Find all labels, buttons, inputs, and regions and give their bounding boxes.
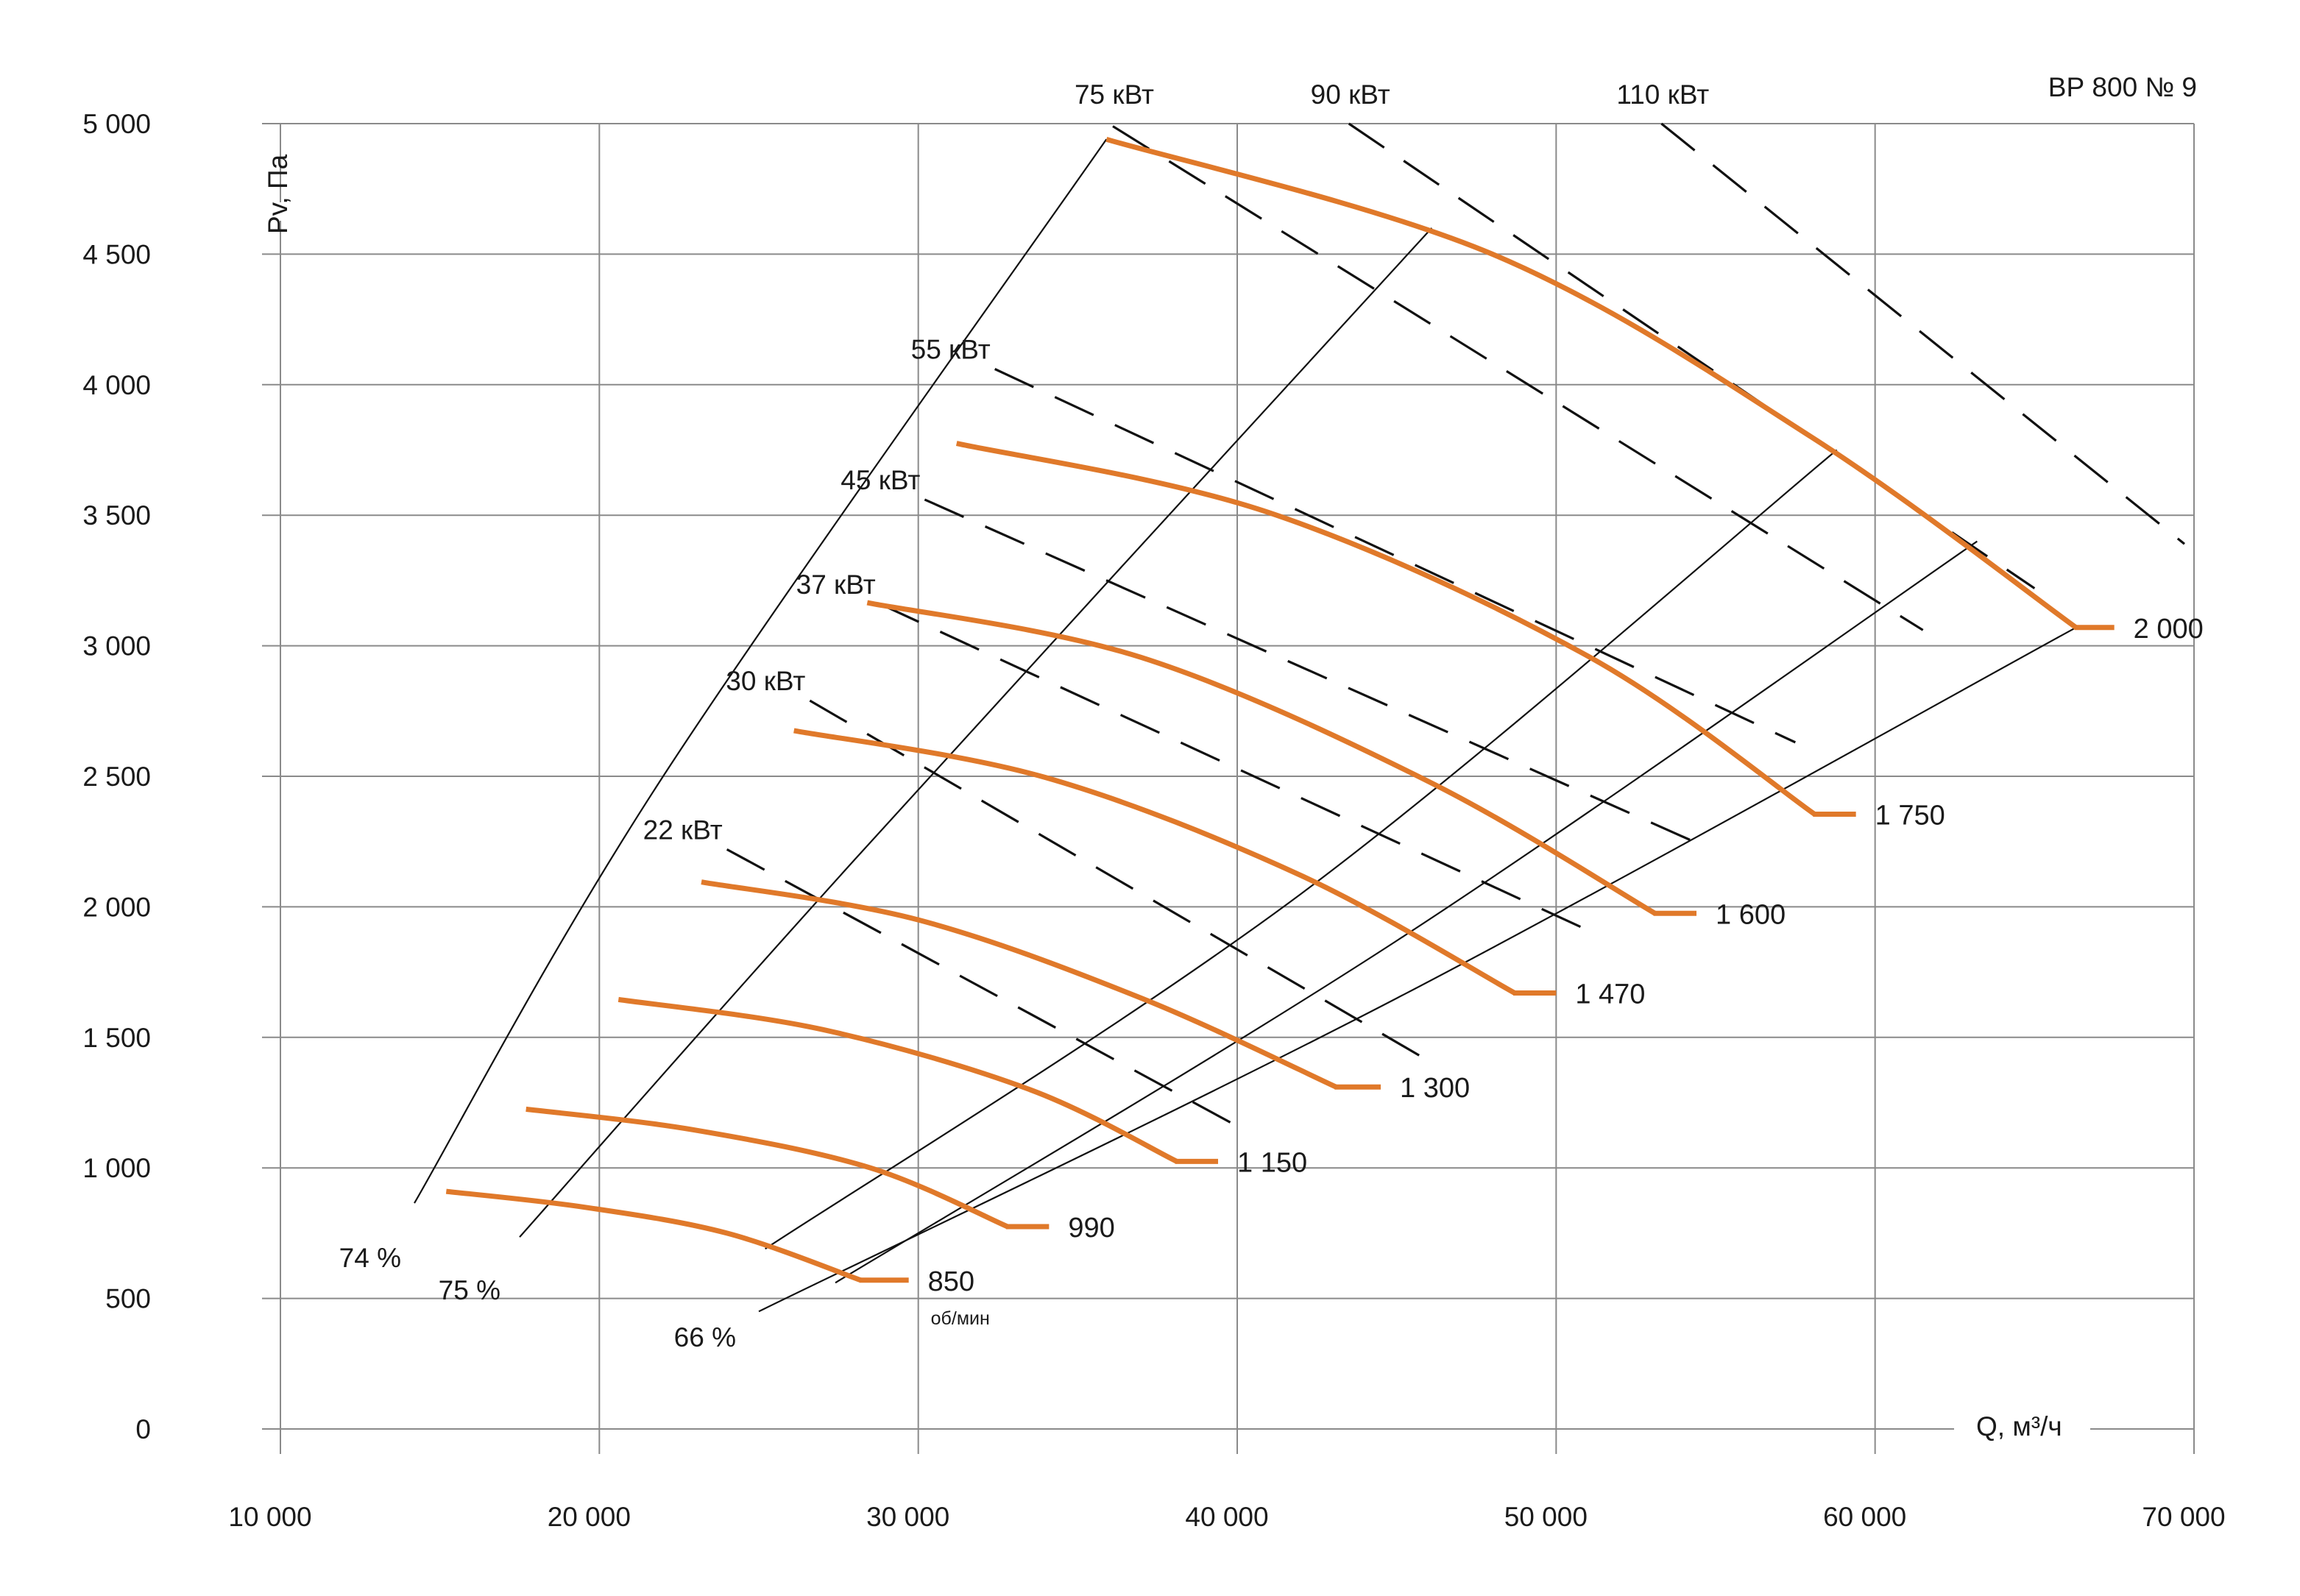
speed-label: 1 750 <box>1875 800 1945 831</box>
y-tick-label: 5 000 <box>82 109 151 139</box>
speed-curve <box>793 728 1516 996</box>
speed-label: 1 150 <box>1237 1147 1307 1178</box>
labels: 0 500 1 000 1 500 2 000 2 500 3 000 3 500 4 000 4… <box>82 79 2225 1532</box>
speed-curve <box>866 600 1657 916</box>
power-label: 90 кВт <box>1311 79 1390 110</box>
speed-label: 850 <box>928 1266 974 1297</box>
y-tick-label: 1 000 <box>82 1153 151 1183</box>
power-label: 55 кВт <box>911 335 991 365</box>
efficiency-line <box>519 227 1433 1238</box>
efficiency-label: 66 % <box>674 1322 736 1352</box>
speed-curve <box>526 1106 1009 1230</box>
speed-curve <box>618 996 1178 1164</box>
speed-label: 1 470 <box>1575 979 1645 1010</box>
speed-curve <box>1105 136 2078 630</box>
speed-label: 2 000 <box>2134 614 2204 645</box>
speed-unit-label: об/мин <box>931 1308 990 1329</box>
y-tick-label: 3 000 <box>82 631 151 662</box>
speed-label: 1 300 <box>1400 1073 1470 1104</box>
power-label: 75 кВт <box>1075 79 1154 110</box>
y-tick-label: 4 500 <box>82 239 151 269</box>
y-tick-label: 2 000 <box>82 892 151 922</box>
x-tick-label: 60 000 <box>1823 1502 1906 1532</box>
power-line <box>1660 122 2186 545</box>
speed-curve <box>445 1188 862 1283</box>
efficiency-line <box>765 449 1838 1250</box>
speed-label: 990 <box>1068 1213 1114 1244</box>
x-tick-label: 50 000 <box>1504 1502 1588 1532</box>
speed-curves <box>445 136 2115 1283</box>
speed-label: 1 600 <box>1716 899 1786 930</box>
efficiency-line <box>835 540 1978 1284</box>
power-line <box>809 699 1429 1063</box>
power-label: 45 кВт <box>841 465 920 495</box>
y-axis-label: Pv, Па <box>263 154 293 234</box>
y-tick-label: 0 <box>135 1414 151 1444</box>
efficiency-line <box>758 626 2077 1313</box>
power-line <box>879 603 1589 932</box>
x-tick-label: 20 000 <box>548 1502 631 1532</box>
speed-curve <box>955 441 1816 817</box>
y-tick-label: 3 500 <box>82 500 151 531</box>
power-line <box>924 498 1700 845</box>
chart-title: ВР 800 № 9 <box>2048 72 2197 102</box>
y-tick-label: 2 500 <box>82 762 151 792</box>
power-label: 30 кВт <box>726 666 805 696</box>
speed-curve <box>701 879 1337 1090</box>
x-tick-label: 30 000 <box>866 1502 949 1532</box>
power-line <box>726 848 1238 1127</box>
efficiency-lines <box>414 138 2077 1313</box>
x-tick-label: 40 000 <box>1185 1502 1268 1532</box>
power-line <box>994 368 1797 744</box>
y-tick-label: 4 000 <box>82 370 151 400</box>
efficiency-label: 75 % <box>439 1275 500 1305</box>
x-tick-label: 70 000 <box>2142 1502 2225 1532</box>
y-tick-label: 500 <box>105 1284 151 1314</box>
x-tick-label: 10 000 <box>228 1502 311 1532</box>
y-tick-label: 1 500 <box>82 1023 151 1053</box>
efficiency-label: 74 % <box>339 1243 401 1273</box>
efficiency-line <box>414 138 1108 1204</box>
grid <box>262 123 2195 1454</box>
power-lines <box>726 122 2186 1127</box>
power-line <box>1112 125 1924 631</box>
power-label: 22 кВт <box>643 815 723 845</box>
power-label: 37 кВт <box>796 570 876 600</box>
power-label: 110 кВт <box>1616 79 1709 110</box>
x-axis-label: Q, м³/ч <box>1976 1411 2062 1441</box>
